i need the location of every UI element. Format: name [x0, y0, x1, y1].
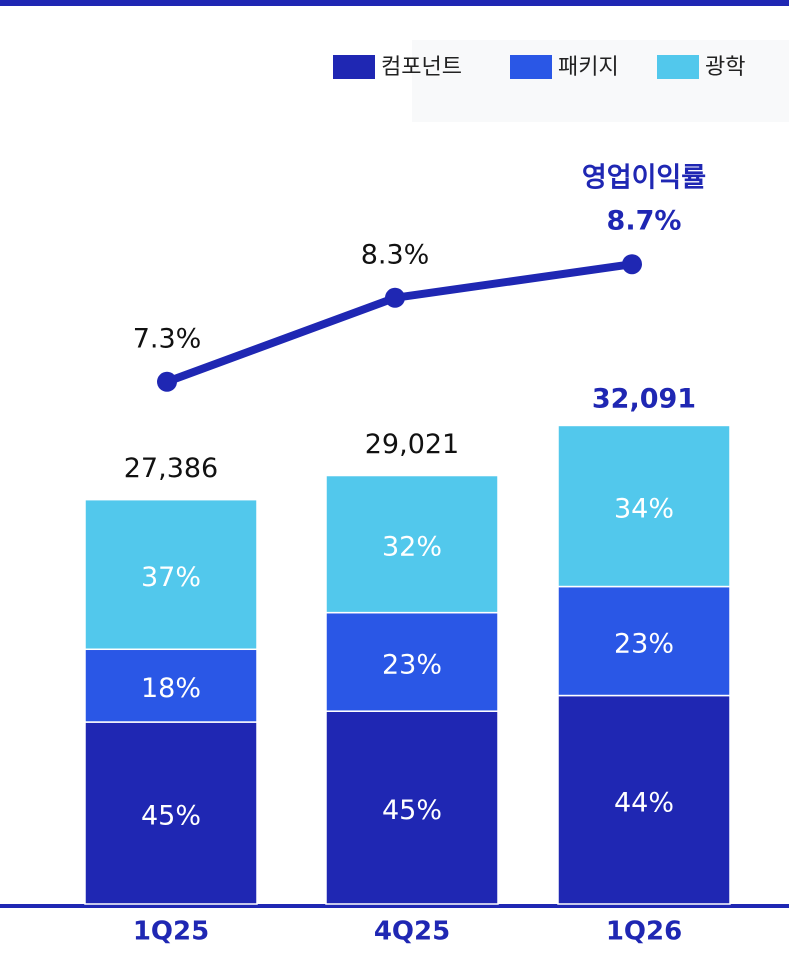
total-label: 32,091 — [592, 384, 696, 415]
margin-line — [165, 260, 633, 386]
margin-point — [385, 287, 405, 308]
x-tick-label: 1Q25 — [133, 917, 209, 947]
top-rule — [0, 0, 789, 6]
x-tick-label: 4Q25 — [374, 917, 450, 947]
total-label: 29,021 — [365, 429, 459, 460]
bar-segment — [325, 611, 499, 712]
bar-segment — [84, 498, 258, 651]
margin-label: 8.3% — [361, 239, 430, 270]
segment-label: 32% — [382, 532, 442, 563]
bar-segment — [557, 424, 731, 588]
segment-label: 23% — [382, 649, 442, 680]
margin-point — [157, 371, 177, 392]
legend-swatch — [657, 55, 699, 79]
margin-title: 영업이익률 — [582, 163, 706, 194]
segment-label: 45% — [382, 795, 442, 826]
bar-segment — [84, 721, 258, 905]
segment-label: 37% — [141, 562, 201, 593]
bar-segment — [84, 648, 258, 723]
legend-background — [412, 40, 789, 122]
margin-point — [622, 254, 642, 275]
margin-label: 7.3% — [133, 323, 202, 354]
bar-segment — [557, 585, 731, 697]
segment-label: 23% — [614, 629, 674, 660]
x-tick-label: 1Q26 — [606, 917, 682, 947]
bar-segment — [557, 694, 731, 905]
legend-swatch — [333, 55, 375, 79]
legend-label: 컴포넌트 — [381, 55, 462, 80]
legend-label: 광학 — [705, 55, 745, 80]
segment-label: 44% — [614, 787, 674, 818]
total-label: 27,386 — [124, 453, 218, 484]
bar-segment — [325, 474, 499, 614]
segment-label: 45% — [141, 801, 201, 832]
bar-segment — [325, 710, 499, 905]
segment-label: 34% — [614, 493, 674, 524]
legend-label: 패키지 — [558, 55, 619, 80]
margin-label: 8.7% — [607, 206, 682, 237]
legend-swatch — [510, 55, 552, 79]
segment-label: 18% — [141, 673, 201, 704]
